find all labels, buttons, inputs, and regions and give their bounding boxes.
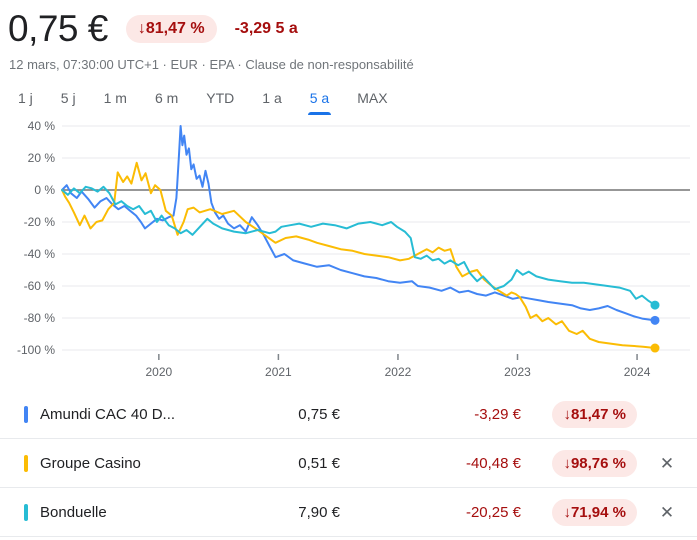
compare-list: Amundi CAC 40 D... 0,75 € -3,29 € ↓81,47 % ✕…	[0, 390, 697, 537]
x-axis-label: 2023	[504, 365, 531, 379]
y-axis-label: 0 %	[34, 183, 55, 197]
instrument-change-percent-wrap: ↓81,47 %	[521, 400, 637, 428]
tab-max[interactable]: MAX	[357, 90, 388, 106]
tab-ytd[interactable]: YTD	[206, 90, 235, 106]
series-line-bonduelle	[61, 185, 656, 307]
comparison-chart[interactable]: 40 % 20 % 0 % -20 % -40 % -60 % -80 % -100 % 202…	[0, 115, 697, 390]
y-axis-label: -60 %	[24, 279, 56, 293]
instrument-change-amount: -3,29 €	[474, 405, 521, 423]
x-axis-label: 2021	[265, 365, 292, 379]
tab-6-m[interactable]: 6 m	[154, 90, 179, 106]
y-axis-label: -20 %	[24, 215, 56, 229]
current-price: 0,75 €	[8, 8, 108, 49]
list-item-bonduelle[interactable]: Bonduelle 7,90 € -20,25 € ↓71,94 % ✕	[0, 488, 697, 537]
series-end-dot	[650, 300, 660, 310]
range-tabs: 1 j 5 j 1 m 6 m YTD 1 a 5 a MAX	[0, 83, 697, 115]
series-end-dot	[650, 315, 660, 325]
series-color-marker	[24, 405, 28, 423]
quote-meta-line: 12 mars, 07:30:00 UTC+1 · EUR · EPA · Cl…	[9, 57, 414, 72]
instrument-change-percent-badge: ↓71,94 %	[552, 498, 637, 526]
tab-5-j[interactable]: 5 j	[60, 90, 76, 106]
price-row: 0,75 € ↓81,47 % -3,29 5 a	[8, 8, 681, 50]
instrument-change-percent-wrap: ↓98,76 %	[521, 449, 637, 477]
series-end-dot	[650, 343, 660, 353]
remove-comparison-icon[interactable]: ✕	[659, 453, 675, 473]
instrument-change-amount: -40,48 €	[465, 454, 521, 472]
series-color-marker	[24, 454, 28, 472]
tab-1-a[interactable]: 1 a	[262, 90, 282, 106]
tab-5-a[interactable]: 5 a	[296, 83, 343, 115]
chart-canvas[interactable]: 40 % 20 % 0 % -20 % -40 % -60 % -80 % -100 % 202…	[0, 115, 697, 390]
y-axis-label: -80 %	[24, 311, 56, 325]
instrument-change-amount: -20,25 €	[465, 503, 521, 521]
x-axis-label: 2024	[624, 365, 651, 379]
y-axis-label: 20 %	[28, 151, 56, 165]
y-axis-label: -40 %	[24, 247, 56, 261]
y-axis-label: 40 %	[28, 119, 56, 133]
x-axis-label: 2022	[385, 365, 412, 379]
series-color-marker	[24, 503, 28, 521]
list-item-amundi-cac-40-d[interactable]: Amundi CAC 40 D...0,75 €-3,29 €↓81,47 %✕	[0, 390, 697, 439]
tab-1-j[interactable]: 1 j	[18, 90, 33, 106]
list-item-groupe-casino[interactable]: Groupe Casino 0,51 € -40,48 € ↓98,76 % ✕	[0, 439, 697, 488]
instrument-name: Bonduelle	[40, 503, 107, 521]
change-percent-badge: ↓81,47 %	[125, 15, 217, 43]
x-axis-label: 2020	[145, 365, 172, 379]
instrument-price: 0,51 €	[298, 454, 340, 472]
instrument-change-percent-badge: ↓81,47 %	[552, 400, 637, 428]
instrument-price: 7,90 €	[298, 503, 340, 521]
instrument-change-percent-badge: ↓98,76 %	[552, 449, 637, 477]
tab-1-m[interactable]: 1 m	[103, 90, 127, 106]
instrument-change-percent-wrap: ↓71,94 %	[521, 498, 637, 526]
series-line-groupe-casino	[61, 161, 656, 349]
remove-comparison-icon[interactable]: ✕	[659, 502, 675, 522]
quote-header: 0,75 € ↓81,47 % -3,29 5 a 12 mars, 07:30…	[0, 0, 697, 72]
instrument-name: Amundi CAC 40 D...	[40, 405, 176, 423]
instrument-price: 0,75 €	[298, 405, 340, 423]
instrument-name: Groupe Casino	[40, 454, 141, 472]
change-amount-period: -3,29 5 a	[234, 20, 298, 37]
y-axis-label: -100 %	[17, 343, 55, 357]
